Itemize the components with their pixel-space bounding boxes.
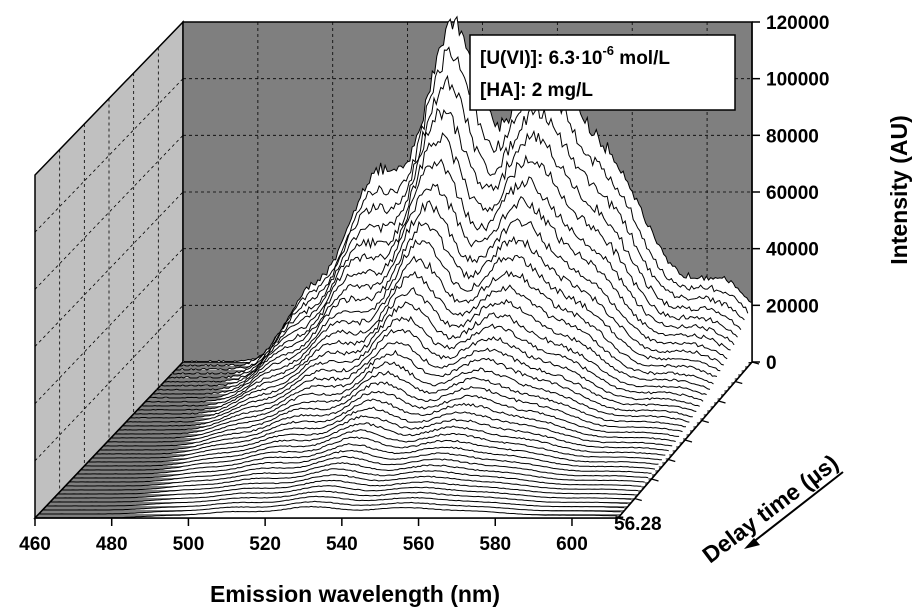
spectrum-line bbox=[141, 270, 714, 407]
spectrum-line bbox=[61, 468, 642, 491]
spectrum-line bbox=[133, 301, 707, 415]
z-tick-label: 60000 bbox=[766, 183, 819, 204]
spectrum-line bbox=[80, 436, 659, 471]
legend-uranium-suffix: mol/L bbox=[614, 48, 670, 69]
spectrum-line bbox=[46, 490, 628, 507]
spectrum-line bbox=[91, 415, 669, 459]
spectrum-line bbox=[76, 443, 656, 475]
spectrum-line bbox=[156, 200, 728, 391]
y-tick-mark bbox=[718, 400, 726, 404]
spectrum-line bbox=[84, 429, 662, 467]
z-tick-label: 120000 bbox=[766, 13, 829, 34]
spectrum-line bbox=[160, 183, 731, 387]
spectrum-line bbox=[145, 255, 718, 403]
spectrum-line bbox=[88, 422, 666, 463]
z-tick-label: 100000 bbox=[766, 70, 829, 91]
spectrum-traces bbox=[35, 15, 752, 519]
legend-box: [U(VI)]: 6.3·10-6 mol/L [HA]: 2 mg/L bbox=[469, 34, 736, 111]
spectrum-line bbox=[38, 500, 621, 515]
spectrum-line bbox=[35, 505, 618, 519]
y-tick-mark bbox=[651, 478, 659, 482]
spectrum-line bbox=[95, 406, 673, 455]
legend-line-uranium: [U(VI)]: 6.3·10-6 mol/L bbox=[480, 43, 670, 69]
y-tick-mark bbox=[617, 517, 626, 521]
x-tick-label: 480 bbox=[96, 534, 128, 555]
spectrum-line bbox=[50, 485, 632, 503]
spectrum-fill bbox=[35, 506, 618, 518]
z-axis-title: Intensity (AU) bbox=[886, 115, 912, 265]
spectrum-line bbox=[107, 381, 683, 443]
z-tick-label: 20000 bbox=[766, 296, 819, 317]
spectrum-line bbox=[57, 474, 638, 495]
spectrum-line bbox=[118, 349, 693, 431]
x-axis-title: Emission wavelength (nm) bbox=[210, 581, 500, 607]
y-axis-line bbox=[617, 361, 753, 519]
spectrum-line bbox=[122, 341, 697, 427]
spectrum-line bbox=[129, 315, 704, 419]
y-tick-mark bbox=[751, 361, 760, 365]
x-tick-label: 520 bbox=[249, 534, 281, 555]
x-tick-label: 600 bbox=[556, 534, 588, 555]
legend-uranium-exponent: -6 bbox=[602, 43, 614, 58]
y-tick-mark bbox=[668, 458, 676, 463]
x-tick-label: 560 bbox=[403, 534, 435, 555]
y-axis-title: Delay time (µs) bbox=[697, 449, 843, 568]
spectrum-line bbox=[114, 361, 690, 435]
z-tick-label: 40000 bbox=[766, 240, 819, 261]
z-tick-label: 80000 bbox=[766, 126, 819, 147]
spectrum-line bbox=[103, 390, 680, 447]
spectrum-line bbox=[148, 239, 721, 399]
spectrum-line bbox=[65, 462, 645, 487]
spectrum-line bbox=[99, 398, 676, 451]
y-tick-mark bbox=[634, 497, 642, 502]
spectrum-line bbox=[72, 449, 652, 479]
legend-line-humic-acid: [HA]: 2 mg/L bbox=[480, 80, 593, 101]
spectrum-line bbox=[171, 107, 742, 375]
x-tick-label: 500 bbox=[173, 534, 205, 555]
spectrum-line bbox=[163, 158, 735, 383]
z-tick-label: 0 bbox=[766, 353, 777, 374]
spectrum-line bbox=[179, 46, 749, 367]
x-tick-label: 540 bbox=[326, 534, 358, 555]
y-tick-mark bbox=[735, 380, 743, 385]
spectrum-line bbox=[42, 495, 625, 511]
spectrum-line bbox=[54, 479, 635, 499]
spectrum-line bbox=[152, 220, 724, 395]
spectrum-line bbox=[69, 455, 649, 483]
x-tick-label: 460 bbox=[19, 534, 51, 555]
spectrum-line bbox=[126, 328, 700, 423]
x-tick-label: 580 bbox=[479, 534, 511, 555]
y-axis-arrow bbox=[744, 471, 844, 549]
spectrum-line bbox=[110, 370, 686, 439]
spectrum-line bbox=[137, 287, 711, 411]
legend-uranium-prefix: [U(VI)]: 6.3·10 bbox=[480, 48, 602, 69]
z-axis-ticks: 0 20000 40000 60000 80000 100000 120000 bbox=[617, 13, 829, 521]
y-tick-mark bbox=[684, 439, 693, 443]
y-tick-mark bbox=[701, 419, 709, 424]
x-axis-ticks: 460 480 500 520 540 560 580 600 bbox=[19, 517, 618, 555]
y-tick-label: 56.28 bbox=[614, 514, 662, 535]
